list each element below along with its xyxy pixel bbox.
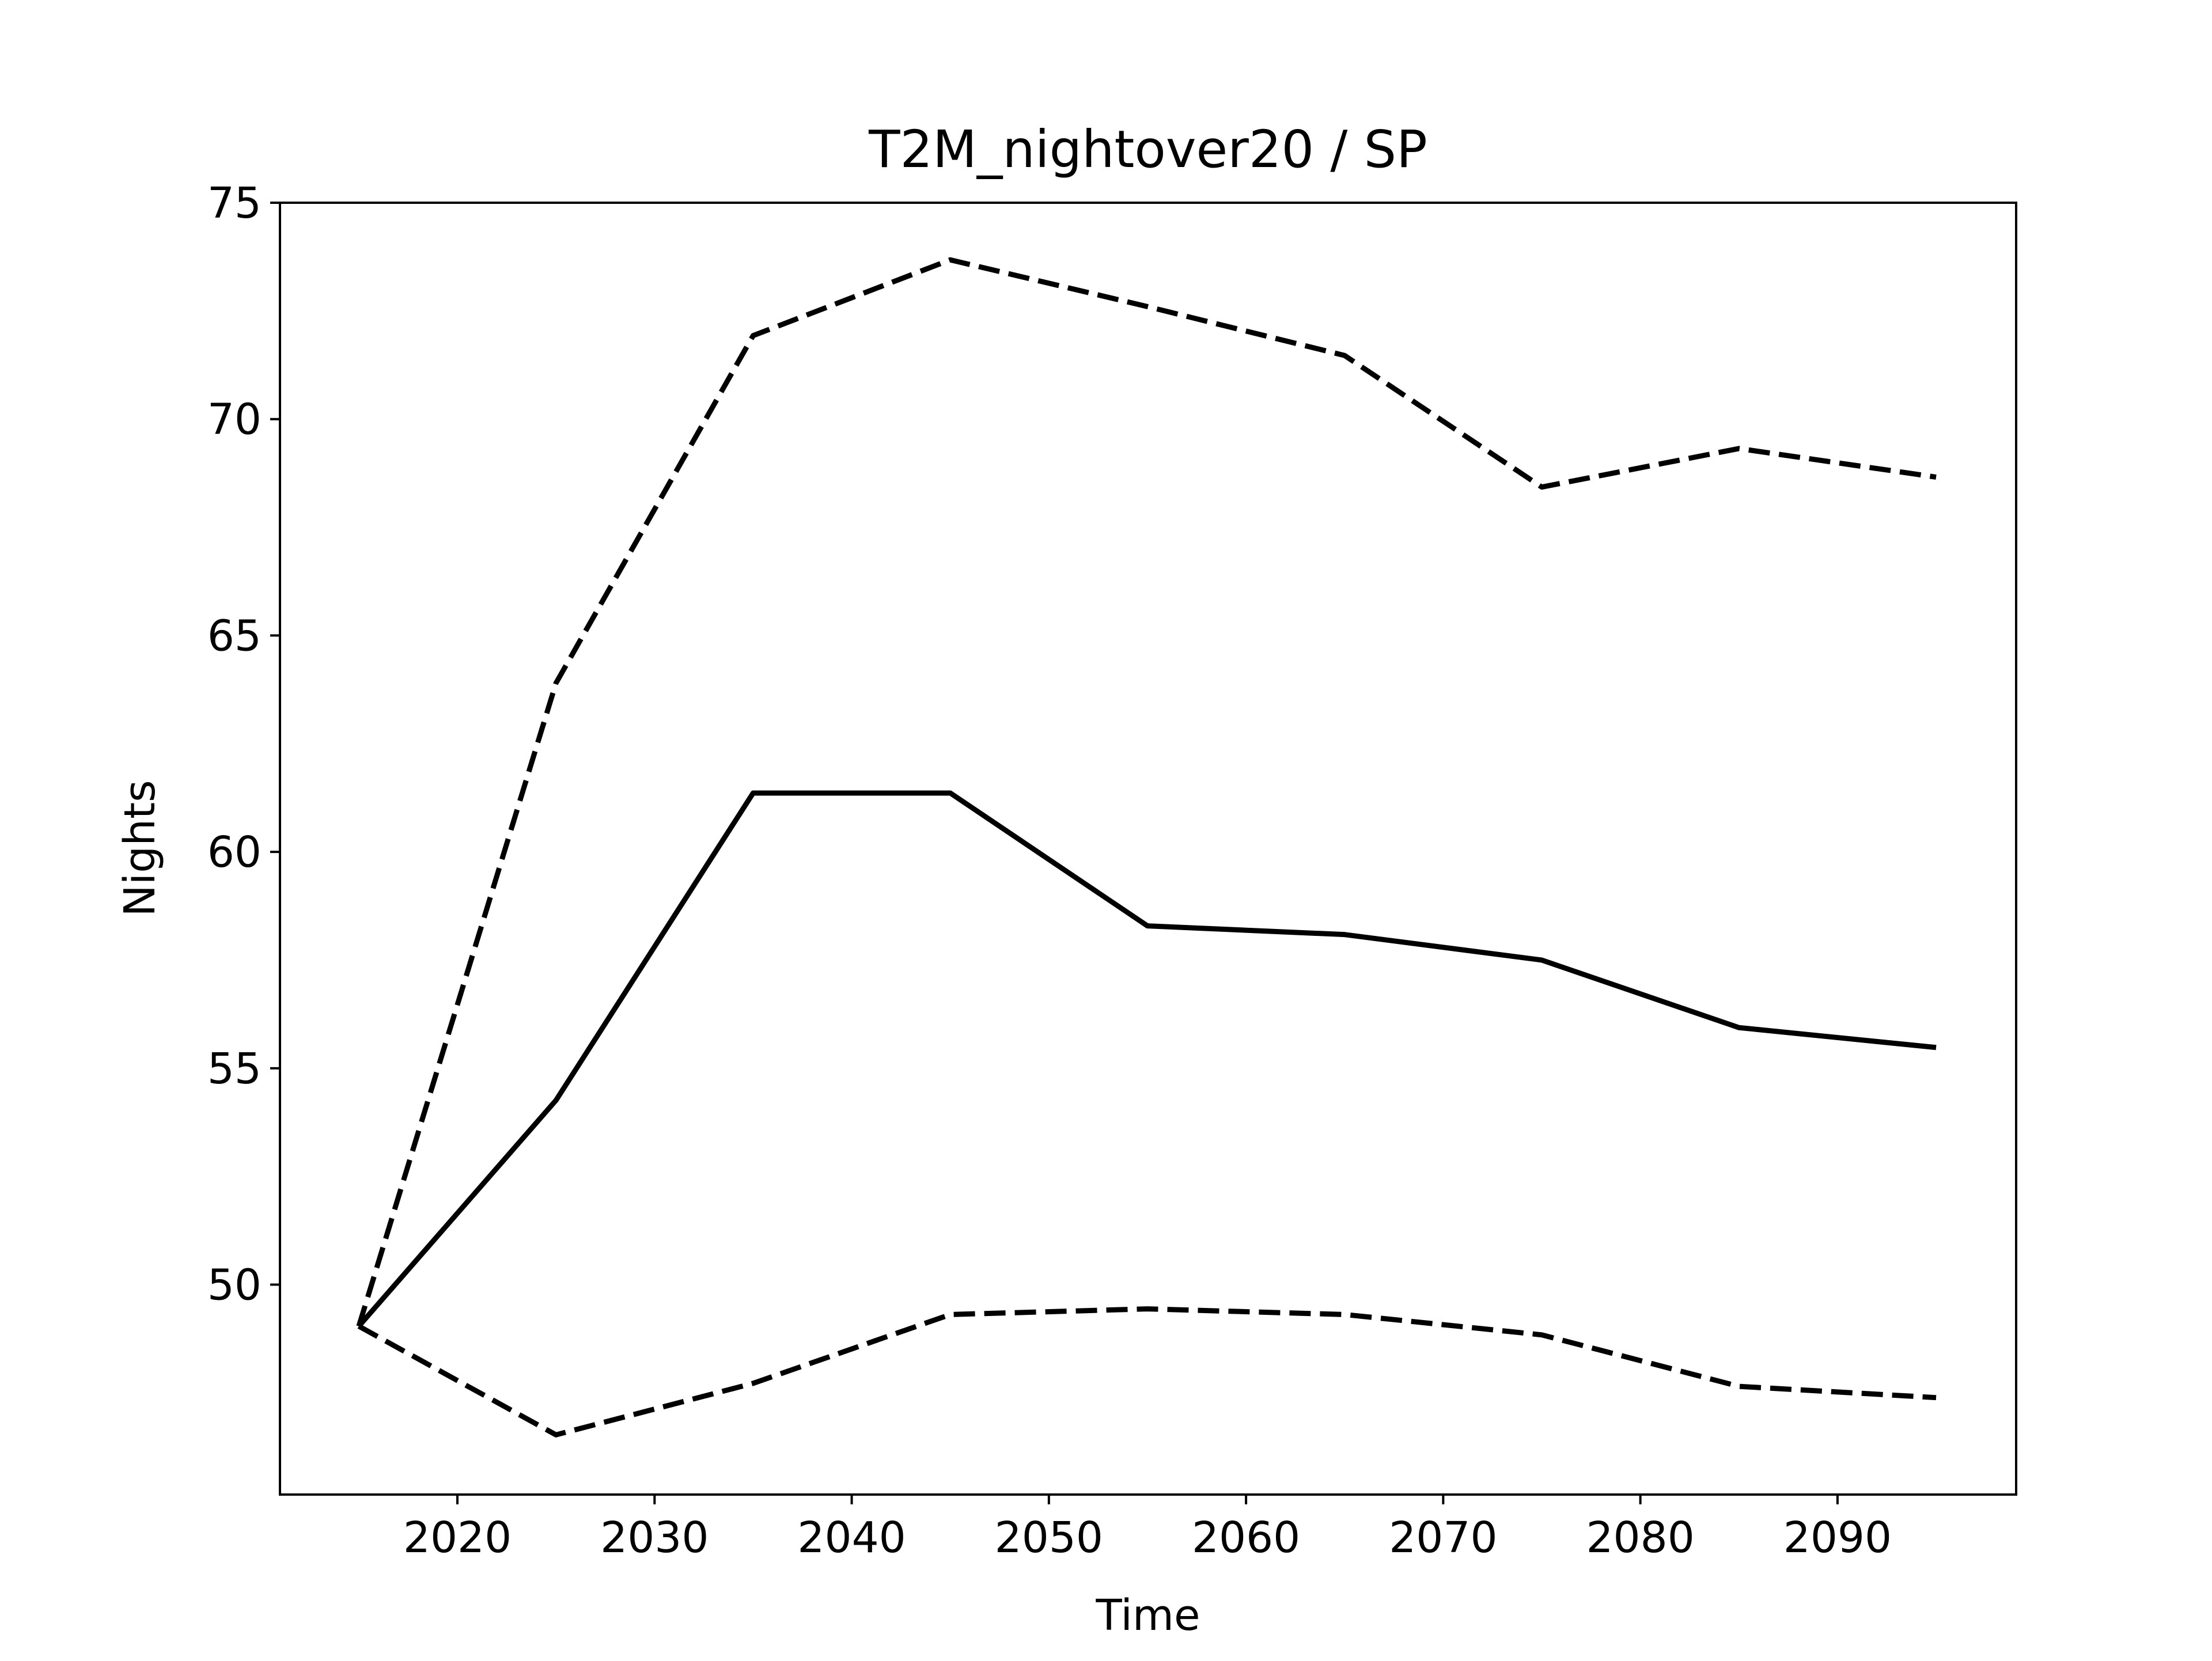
y-tick-label: 75: [207, 179, 262, 228]
line-series: [356, 257, 1937, 1328]
y-tick-label: 60: [207, 828, 262, 877]
x-tick-label: 2030: [600, 1513, 709, 1563]
chart-title: T2M_nightover20 / SP: [868, 119, 1427, 179]
line-series: [357, 790, 1937, 1328]
x-tick-label: 2020: [403, 1513, 512, 1563]
x-tick-label: 2040: [797, 1513, 906, 1563]
x-tick-label: 2060: [1192, 1513, 1300, 1563]
y-tick-label: 70: [207, 395, 262, 445]
x-tick-label: 2090: [1783, 1513, 1892, 1563]
line-series: [357, 1306, 1937, 1438]
y-tick-label: 55: [207, 1044, 262, 1094]
x-axis-label: Time: [1095, 1591, 1200, 1640]
y-tick-label: 50: [207, 1261, 262, 1310]
x-tick-label: 2050: [995, 1513, 1103, 1563]
y-tick-label: 65: [207, 611, 262, 661]
x-tick-label: 2070: [1389, 1513, 1497, 1563]
plot-frame: [279, 202, 2017, 1496]
y-axis-label: Nights: [115, 780, 165, 916]
x-tick-label: 2080: [1586, 1513, 1694, 1563]
